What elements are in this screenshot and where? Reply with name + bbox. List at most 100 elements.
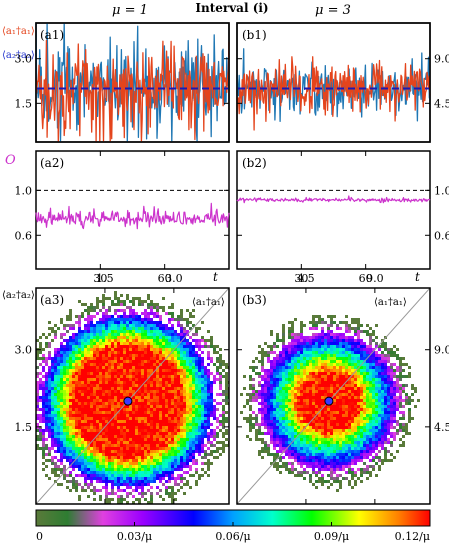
heat-cell [132,426,135,429]
heat-cell [249,366,252,369]
heat-cell [201,447,204,450]
heat-cell [36,423,39,426]
heat-cell [261,393,264,396]
heat-cell [177,360,180,363]
heat-cell [63,393,66,396]
heat-cell [294,366,297,369]
heat-cell [75,336,78,339]
heat-cell [309,351,312,354]
series-line-1 [35,22,230,143]
heat-cell [126,294,129,297]
heat-cell [132,384,135,387]
heat-cell [120,468,123,471]
heat-cell [318,423,321,426]
heat-cell [147,363,150,366]
heat-cell [66,378,69,381]
heat-cell [201,345,204,348]
heat-cell [183,429,186,432]
heat-cell [138,411,141,414]
heat-cell [150,462,153,465]
heat-cell [63,447,66,450]
heat-cell [189,405,192,408]
heat-cell [102,459,105,462]
heat-cell [165,369,168,372]
heat-cell [153,354,156,357]
heat-cell [351,348,354,351]
heat-cell [207,462,210,465]
heat-cell [150,384,153,387]
heat-cell [318,381,321,384]
heat-cell [186,366,189,369]
heat-cell [198,453,201,456]
heat-cell [54,420,57,423]
heat-cell [69,318,72,321]
heat-cell [273,453,276,456]
heat-cell [144,315,147,318]
heat-cell [204,345,207,348]
heat-cell [114,375,117,378]
heat-cell [105,387,108,390]
heat-cell [159,423,162,426]
heat-cell [42,450,45,453]
heat-cell [171,429,174,432]
heat-cell [186,429,189,432]
heat-cell [96,390,99,393]
heat-cell [165,393,168,396]
header-title: Interval (i) [195,1,268,15]
heat-cell [345,414,348,417]
heat-cell [117,441,120,444]
heat-cell [75,315,78,318]
heat-cell [276,468,279,471]
heat-cell [99,348,102,351]
heat-cell [255,399,258,402]
heat-cell [204,411,207,414]
heat-cell [129,441,132,444]
heat-cell [144,312,147,315]
heat-cell [192,426,195,429]
heat-cell [87,321,90,324]
heat-cell [345,453,348,456]
heat-cell [99,378,102,381]
heat-cell [285,369,288,372]
heat-cell [327,426,330,429]
heat-cell [123,447,126,450]
heat-cell [72,459,75,462]
heat-cell [111,321,114,324]
heat-cell [201,468,204,471]
heat-cell [300,387,303,390]
heat-cell [123,321,126,324]
heat-cell [78,423,81,426]
heat-cell [210,402,213,405]
heat-cell [177,390,180,393]
heat-cell [102,363,105,366]
heat-cell [339,348,342,351]
heat-cell [321,369,324,372]
heat-cell [279,399,282,402]
heat-cell [141,324,144,327]
heat-cell [297,342,300,345]
heat-cell [180,402,183,405]
heat-cell [126,429,129,432]
heat-cell [321,402,324,405]
heat-cell [138,354,141,357]
heat-cell [282,390,285,393]
heat-cell [90,390,93,393]
heat-cell [351,351,354,354]
heat-cell [75,393,78,396]
heat-cell [66,366,69,369]
heat-cell [312,321,315,324]
heat-cell [117,477,120,480]
heat-cell [348,411,351,414]
heat-cell [81,366,84,369]
heat-cell [144,354,147,357]
heat-cell [135,441,138,444]
heat-cell [354,342,357,345]
heat-cell [147,306,150,309]
heat-cell [252,384,255,387]
heat-cell [360,342,363,345]
heat-cell [345,408,348,411]
heat-cell [312,369,315,372]
heat-cell [84,357,87,360]
heat-cell [162,339,165,342]
heat-cell [54,435,57,438]
